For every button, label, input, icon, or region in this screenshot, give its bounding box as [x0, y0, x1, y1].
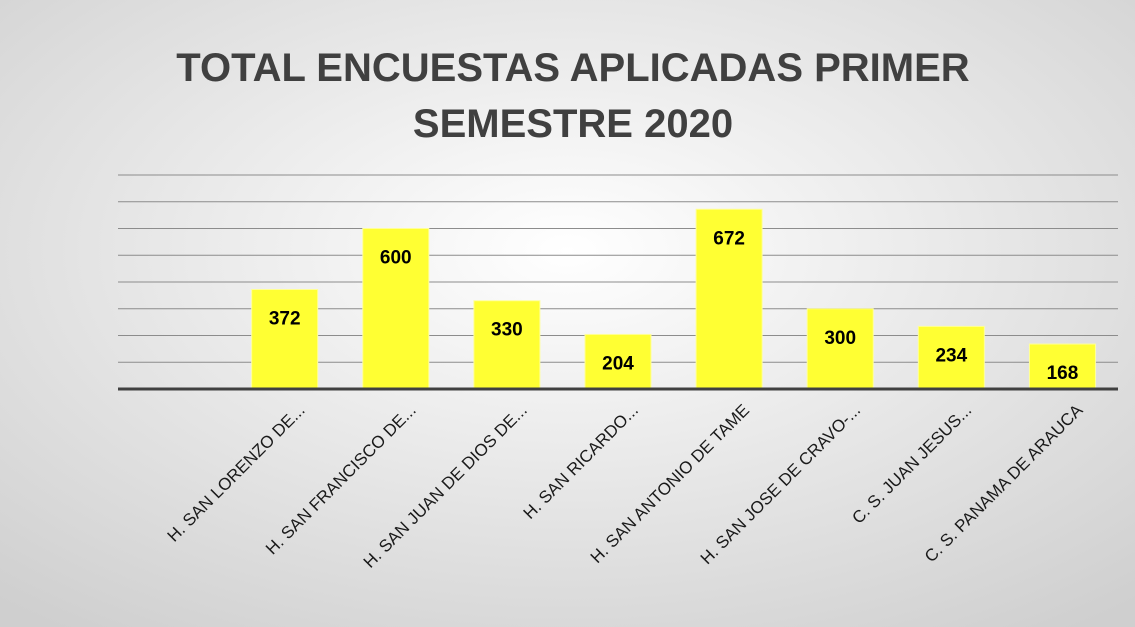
data-label: 672	[713, 228, 745, 249]
bar	[584, 333, 652, 390]
data-label: 600	[380, 248, 412, 269]
data-label: 330	[491, 320, 523, 341]
data-label: 168	[1047, 363, 1079, 384]
chart-title: TOTAL ENCUESTAS APLICADAS PRIMER SEMESTRE…	[176, 46, 969, 146]
bar	[362, 228, 430, 390]
data-label: 300	[824, 328, 856, 349]
bar	[917, 325, 985, 390]
data-label: 204	[602, 353, 634, 374]
bar	[473, 300, 541, 390]
data-label: 372	[269, 309, 301, 330]
data-label: 234	[935, 345, 967, 366]
bar	[695, 208, 763, 390]
bar	[251, 288, 319, 390]
bar	[1028, 343, 1096, 390]
bar	[806, 308, 874, 390]
